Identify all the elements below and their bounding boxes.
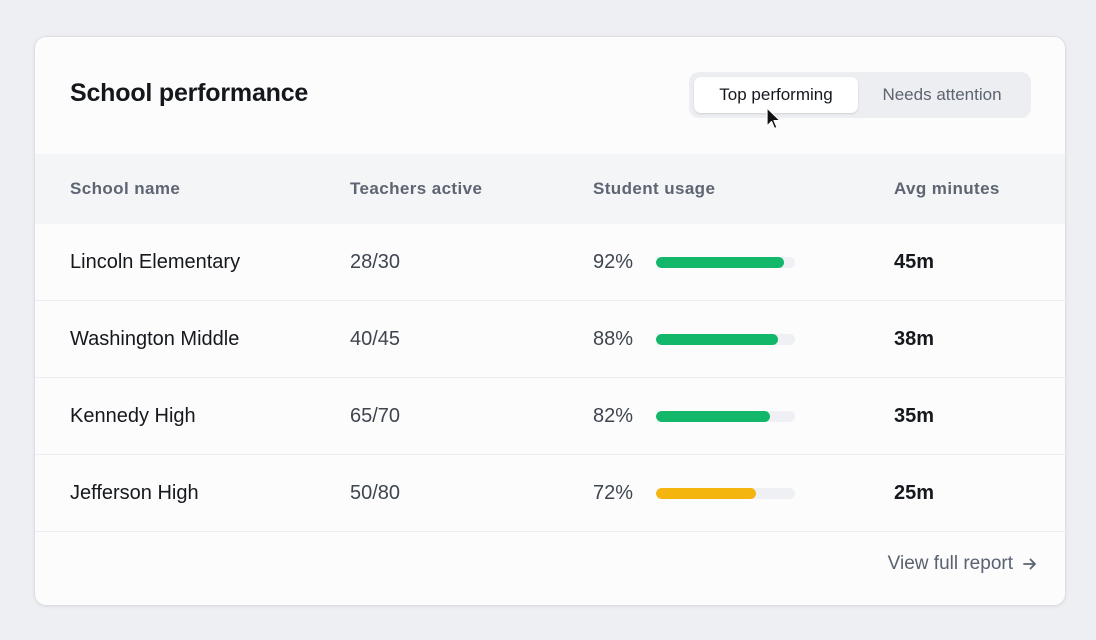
usage-percent: 72% <box>593 482 634 504</box>
column-header-student-usage[interactable]: Student usage <box>593 179 716 198</box>
school-performance-card: School performance Top performing Needs … <box>34 36 1066 606</box>
usage-percent: 82% <box>593 405 634 427</box>
avg-minutes: 38m <box>894 328 935 350</box>
table-row[interactable]: Washington Middle 40/45 88% 38m <box>35 301 1065 378</box>
usage-progress-bar <box>656 257 795 268</box>
school-name: Lincoln Elementary <box>70 251 241 273</box>
usage-progress-bar <box>656 334 795 345</box>
card-title: School performance <box>70 79 309 107</box>
usage-progress-bar <box>656 488 795 499</box>
usage-progress-bar <box>656 411 795 422</box>
teachers-active: 28/30 <box>350 251 401 273</box>
table-header: School name Teachers active Student usag… <box>35 154 1065 224</box>
top-performing-tab[interactable]: Top performing <box>694 77 858 113</box>
table-row[interactable]: Kennedy High 65/70 82% 35m <box>35 378 1065 455</box>
performance-filter-toggle: Top performing Needs attention <box>689 72 1031 118</box>
column-header-teachers-active[interactable]: Teachers active <box>350 179 483 198</box>
arrow-right-icon <box>1023 558 1036 570</box>
usage-progress-fill <box>656 334 779 345</box>
usage-progress-fill <box>656 488 757 499</box>
mouse-cursor-icon <box>766 107 781 130</box>
school-name: Kennedy High <box>70 405 196 427</box>
teachers-active: 50/80 <box>350 482 401 504</box>
usage-progress-fill <box>656 257 784 268</box>
school-name: Washington Middle <box>70 328 240 350</box>
table-row[interactable]: Jefferson High 50/80 72% 25m <box>35 455 1065 532</box>
usage-percent: 92% <box>593 251 634 273</box>
usage-percent: 88% <box>593 328 634 350</box>
avg-minutes: 25m <box>894 482 935 504</box>
view-full-report-link[interactable]: View full report <box>888 553 1039 575</box>
teachers-active: 65/70 <box>350 405 401 427</box>
view-full-report-label: View full report <box>887 553 1013 574</box>
needs-attention-tab[interactable]: Needs attention <box>882 85 1002 104</box>
column-header-avg-minutes[interactable]: Avg minutes <box>894 179 1000 198</box>
table-row[interactable]: Lincoln Elementary 28/30 92% 45m <box>35 224 1065 301</box>
school-name: Jefferson High <box>70 482 199 504</box>
avg-minutes: 45m <box>894 251 935 273</box>
column-header-school-name[interactable]: School name <box>70 179 181 198</box>
usage-progress-fill <box>656 411 770 422</box>
avg-minutes: 35m <box>894 405 935 427</box>
teachers-active: 40/45 <box>350 328 401 350</box>
